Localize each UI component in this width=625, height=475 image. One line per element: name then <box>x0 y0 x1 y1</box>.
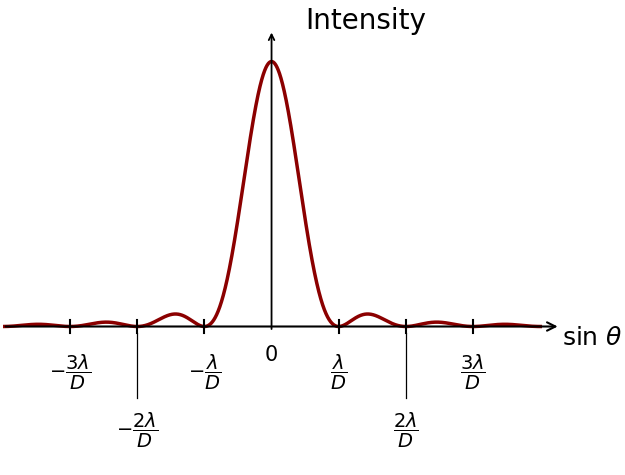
Text: 0: 0 <box>265 345 278 365</box>
Text: $-\dfrac{2\lambda}{D}$: $-\dfrac{2\lambda}{D}$ <box>116 411 158 450</box>
Text: $\dfrac{\lambda}{D}$: $\dfrac{\lambda}{D}$ <box>330 353 348 392</box>
Text: sin $\theta$: sin $\theta$ <box>562 326 622 351</box>
Text: Intensity: Intensity <box>305 7 426 35</box>
Text: $-\dfrac{\lambda}{D}$: $-\dfrac{\lambda}{D}$ <box>188 353 221 392</box>
Text: $\dfrac{3\lambda}{D}$: $\dfrac{3\lambda}{D}$ <box>460 353 486 392</box>
Text: $-\dfrac{3\lambda}{D}$: $-\dfrac{3\lambda}{D}$ <box>49 353 91 392</box>
Text: $\dfrac{2\lambda}{D}$: $\dfrac{2\lambda}{D}$ <box>393 411 419 450</box>
